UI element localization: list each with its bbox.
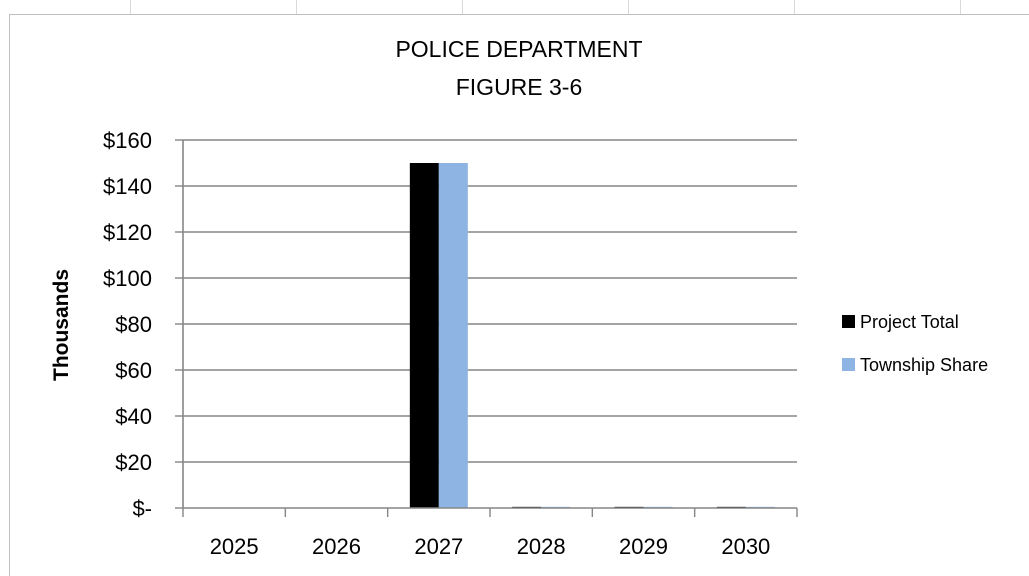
y-tick-label: $- xyxy=(132,496,152,521)
y-tick-label: $140 xyxy=(103,174,152,199)
legend-swatch xyxy=(842,358,855,371)
x-tick-label: 2030 xyxy=(721,534,770,559)
legend-label: Township Share xyxy=(860,355,988,375)
x-tick-label: 2025 xyxy=(210,534,259,559)
sheet-gridline xyxy=(794,0,795,14)
sheet-gridline xyxy=(130,0,131,14)
sheet-gridline xyxy=(462,0,463,14)
bar-township-share xyxy=(438,163,468,508)
sheet-gridline xyxy=(296,0,297,14)
y-tick-label: $160 xyxy=(103,128,152,153)
legend-swatch xyxy=(842,315,855,328)
y-tick-label: $20 xyxy=(115,450,152,475)
y-tick-label: $120 xyxy=(103,220,152,245)
legend-label: Project Total xyxy=(860,312,959,332)
x-tick-label: 2027 xyxy=(414,534,463,559)
sheet-gridline xyxy=(960,0,961,14)
y-tick-label: $40 xyxy=(115,404,152,429)
y-tick-label: $100 xyxy=(103,266,152,291)
x-tick-label: 2028 xyxy=(517,534,566,559)
chart-title-line-1: POLICE DEPARTMENT xyxy=(395,36,642,62)
chart-area[interactable] xyxy=(9,14,1029,576)
y-tick-label: $80 xyxy=(115,312,152,337)
y-axis-label: Thousands xyxy=(50,269,73,381)
chart-title-line-2: FIGURE 3-6 xyxy=(456,74,583,100)
bar-project-total xyxy=(409,163,439,508)
x-tick-label: 2029 xyxy=(619,534,668,559)
sheet-gridline xyxy=(628,0,629,14)
y-tick-label: $60 xyxy=(115,358,152,383)
x-tick-label: 2026 xyxy=(312,534,361,559)
